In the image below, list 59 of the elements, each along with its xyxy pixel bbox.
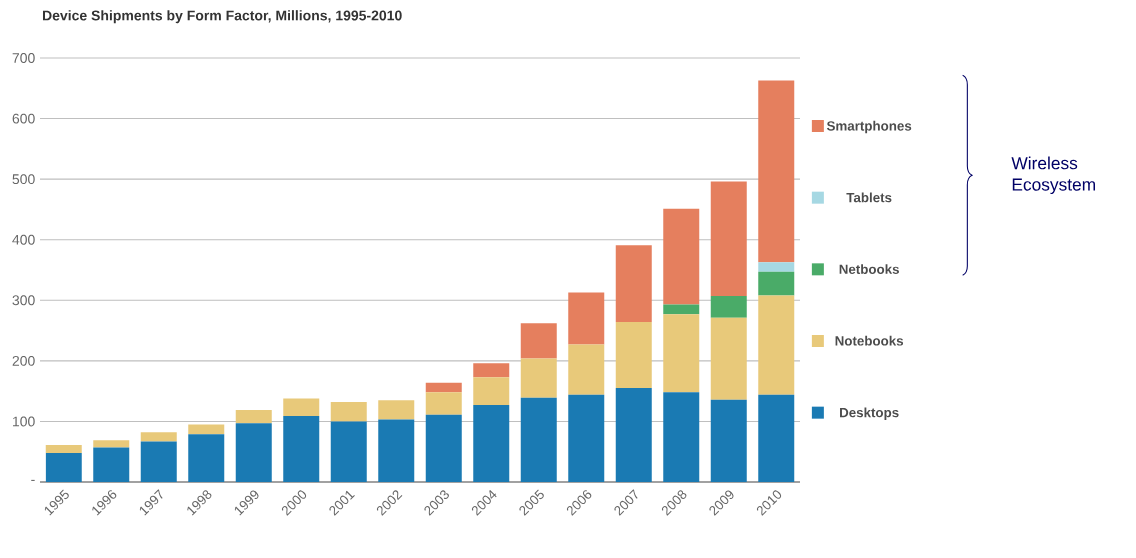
- y-tick-label: -: [31, 479, 35, 481]
- bar: [520, 358, 557, 398]
- bar: [520, 397, 557, 482]
- text: Wireless Ecosystem: [1011, 156, 1095, 195]
- bar: [568, 394, 605, 482]
- bar: [425, 414, 462, 482]
- bar: [710, 317, 747, 400]
- bar: [378, 419, 415, 482]
- bar: [520, 323, 557, 359]
- bar: [235, 423, 272, 482]
- bar: [710, 296, 747, 318]
- bar: [45, 445, 82, 453]
- bar: [758, 394, 795, 482]
- bar: [663, 314, 700, 393]
- bar: [663, 208, 700, 305]
- y-tick-label: 100: [13, 416, 35, 427]
- bar: [758, 271, 795, 296]
- chart-title: Device Shipments by Form Factor, Millions, 1995-2010: [42, 10, 402, 24]
- bar: [710, 181, 747, 297]
- legend-label: Netbooks: [839, 264, 899, 274]
- y-tick-label: 700: [12, 53, 35, 63]
- bar: [473, 377, 510, 406]
- bar: [188, 424, 225, 435]
- bar: [93, 447, 130, 482]
- bar: [140, 441, 177, 482]
- legend-label: Tablets: [846, 192, 892, 203]
- bar: [473, 363, 510, 378]
- y-tick-label: 200: [12, 355, 35, 366]
- bar: [710, 399, 747, 482]
- bar: [663, 392, 700, 482]
- y-tick-label: 400: [12, 234, 35, 245]
- legend-label: Smartphones: [826, 120, 912, 134]
- bar: [283, 415, 320, 482]
- bar: [568, 344, 605, 395]
- bar: [140, 432, 177, 442]
- bar: [330, 421, 367, 482]
- bar: [235, 409, 272, 424]
- bar: [45, 452, 82, 482]
- bar: [615, 245, 652, 323]
- bar: [758, 80, 795, 263]
- legend-label: Desktops: [840, 407, 899, 420]
- bar: [425, 382, 462, 393]
- bar: [378, 400, 415, 420]
- bar: [663, 304, 700, 315]
- bar: [615, 388, 652, 482]
- y-tick-label: 500: [12, 174, 35, 185]
- bar: [188, 434, 225, 482]
- bar: [473, 405, 510, 482]
- bar: [330, 402, 367, 422]
- bar: [758, 262, 795, 272]
- bar: [283, 398, 320, 416]
- legend-label: Notebooks: [835, 335, 904, 346]
- bar: [615, 322, 652, 389]
- y-tick-label: 300: [12, 295, 35, 306]
- y-tick-label: 600: [12, 113, 35, 124]
- bar: [758, 295, 795, 395]
- bar: [93, 440, 130, 448]
- bar: [568, 292, 605, 345]
- bar: [425, 392, 462, 415]
